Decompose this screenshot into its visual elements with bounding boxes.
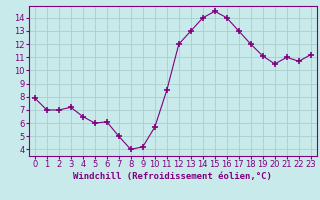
X-axis label: Windchill (Refroidissement éolien,°C): Windchill (Refroidissement éolien,°C): [73, 172, 272, 181]
